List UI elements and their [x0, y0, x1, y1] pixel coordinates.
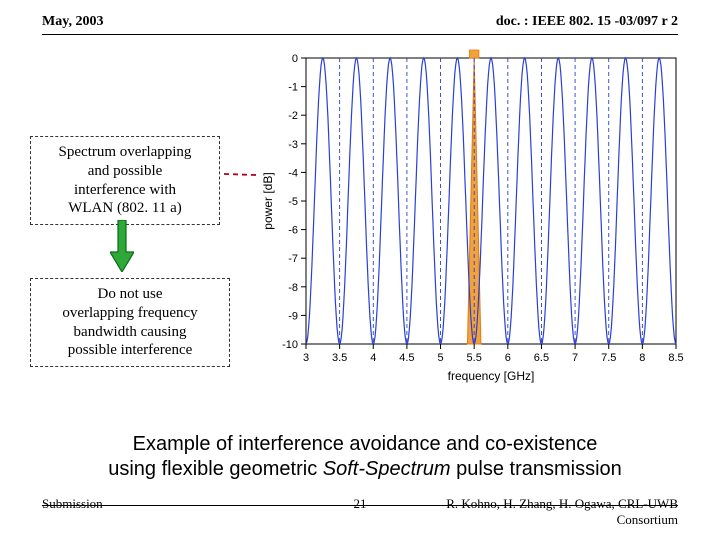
caption-line2: using flexible geometric Soft-Spectrum p…: [50, 457, 680, 482]
footer-left: Submission: [42, 496, 103, 512]
svg-text:6.5: 6.5: [534, 352, 549, 364]
svg-text:frequency [GHz]: frequency [GHz]: [448, 369, 535, 383]
svg-text:8: 8: [639, 352, 645, 364]
svg-text:3.5: 3.5: [332, 352, 347, 364]
svg-text:4: 4: [370, 352, 376, 364]
slide-footer: Submission 21 R. Kohno, H. Zhang, H. Oga…: [42, 496, 678, 528]
arrow-down-icon: [110, 220, 134, 272]
svg-text:-9: -9: [288, 310, 298, 322]
svg-text:4.5: 4.5: [399, 352, 414, 364]
svg-text:-3: -3: [288, 139, 298, 151]
svg-text:5: 5: [437, 352, 443, 364]
callout-line: and possible: [41, 162, 209, 181]
svg-text:7.5: 7.5: [601, 352, 616, 364]
callout-line: WLAN (802. 11 a): [41, 199, 209, 218]
header-docid: doc. : IEEE 802. 15 -03/097 r 2: [496, 14, 678, 30]
svg-text:-8: -8: [288, 282, 298, 294]
callout-line: overlapping frequency: [41, 304, 219, 323]
svg-text:-5: -5: [288, 196, 298, 208]
header-rule: [42, 34, 678, 35]
slide-caption: Example of interference avoidance and co…: [50, 432, 680, 482]
svg-text:0: 0: [292, 53, 298, 65]
svg-text:-10: -10: [282, 339, 298, 351]
caption-line1: Example of interference avoidance and co…: [50, 432, 680, 457]
svg-text:3: 3: [303, 352, 309, 364]
svg-text:-6: -6: [288, 225, 298, 237]
slide-header: May, 2003 doc. : IEEE 802. 15 -03/097 r …: [42, 14, 678, 30]
svg-text:-7: -7: [288, 253, 298, 265]
svg-text:power [dB]: power [dB]: [261, 172, 275, 229]
spectrum-chart: 3 3.5 4 4.5 5 5.5 6 6.5 7 7.5 8 8.5 0 -1 -2 -3 -4 -5 -6 -7 -…: [258, 48, 688, 388]
svg-text:5.5: 5.5: [467, 352, 482, 364]
callout-line: bandwidth causing: [41, 323, 219, 342]
svg-text:7: 7: [572, 352, 578, 364]
svg-text:6: 6: [505, 352, 511, 364]
header-date: May, 2003: [42, 14, 103, 30]
callout-do-not-use: Do not use overlapping frequency bandwid…: [30, 278, 230, 367]
svg-text:8.5: 8.5: [668, 352, 683, 364]
callout-line: possible interference: [41, 341, 219, 360]
callout-spectrum-overlap: Spectrum overlapping and possible interf…: [30, 136, 220, 225]
svg-text:-2: -2: [288, 110, 298, 122]
svg-text:-4: -4: [288, 167, 298, 179]
footer-pagenum: 21: [354, 496, 367, 512]
svg-text:-1: -1: [288, 82, 298, 94]
callout-line: Do not use: [41, 285, 219, 304]
footer-authors: R. Kohno, H. Zhang, H. Ogawa, CRL-UWB Co…: [418, 496, 678, 528]
callout-line: interference with: [41, 181, 209, 200]
callout-line: Spectrum overlapping: [41, 143, 209, 162]
